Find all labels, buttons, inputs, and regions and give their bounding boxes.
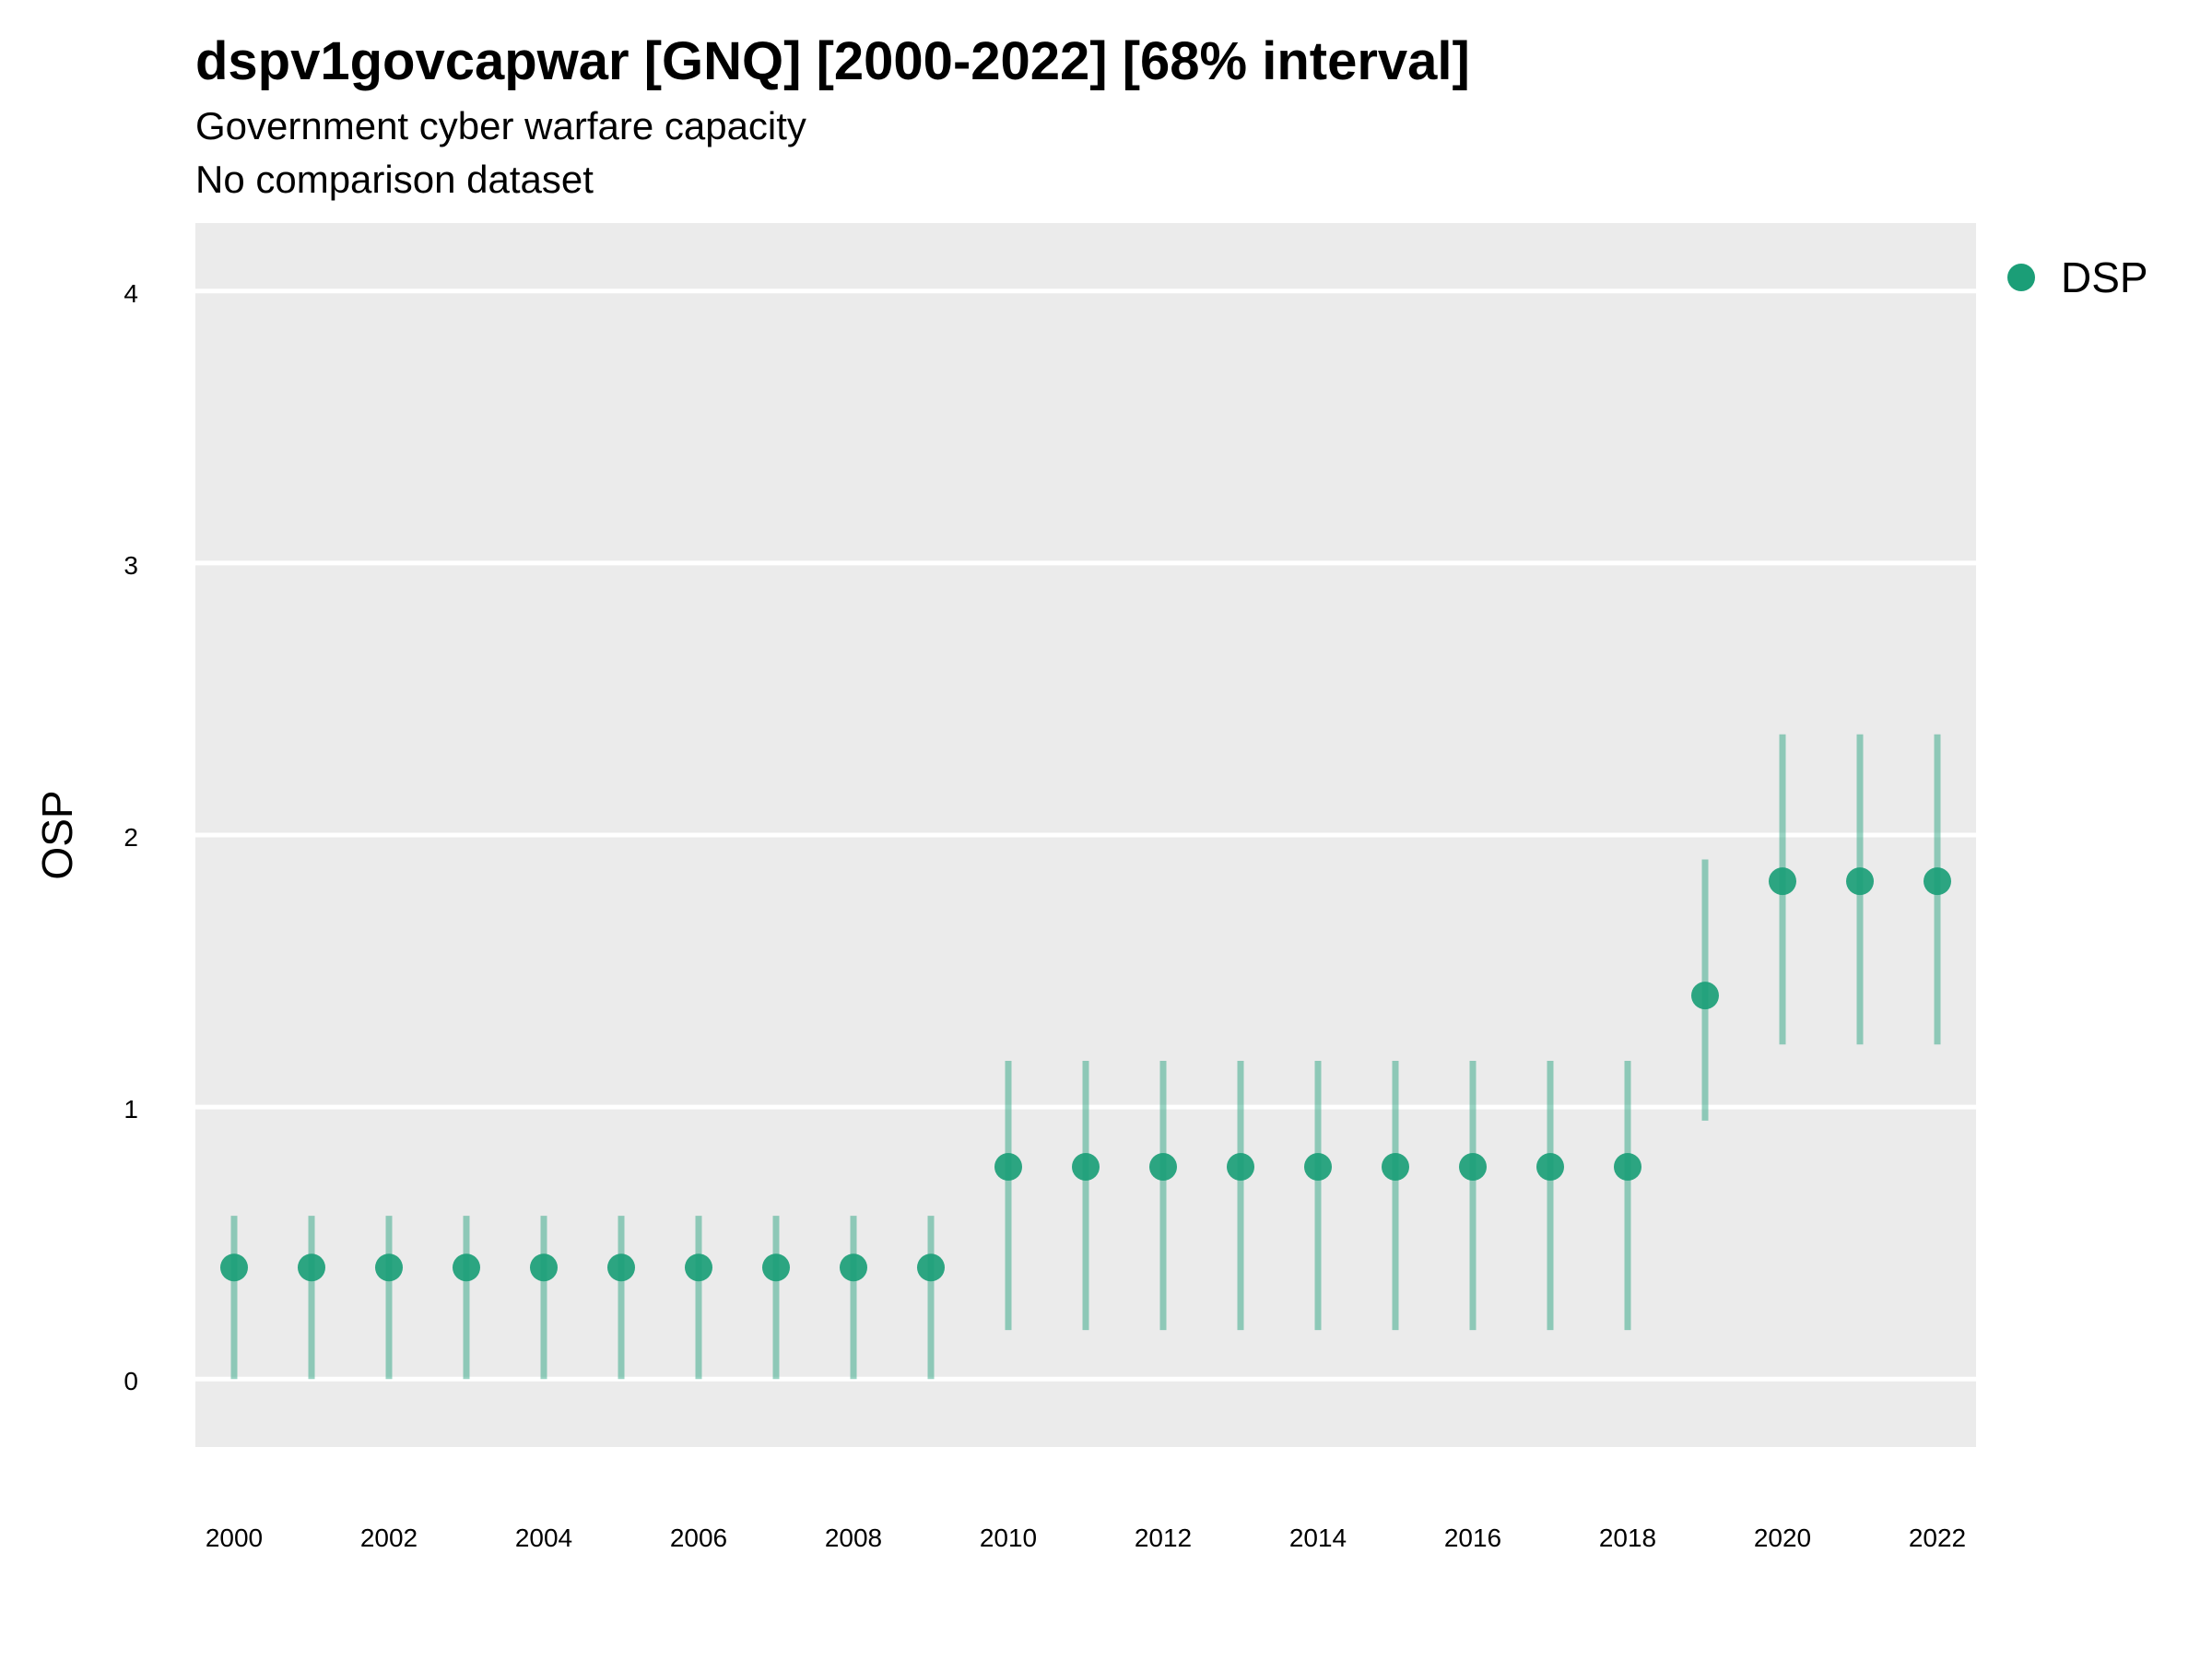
x-tick-label: 2008 [825, 1524, 882, 1552]
x-tick-label: 2000 [206, 1524, 263, 1552]
y-axis-label: OSP [33, 790, 81, 879]
x-tick-label: 2002 [360, 1524, 418, 1552]
data-points [220, 867, 1951, 1282]
data-point [994, 1153, 1022, 1182]
data-point [1846, 867, 1874, 896]
data-point [1691, 982, 1719, 1010]
x-tick-label: 2014 [1289, 1524, 1347, 1552]
grid-lines [195, 288, 1976, 1382]
data-point [1769, 867, 1796, 896]
x-tick-label: 2018 [1599, 1524, 1656, 1552]
data-point [1924, 867, 1951, 896]
data-point [1614, 1153, 1641, 1182]
x-axis-ticks: 2000 2002 2004 2006 2008 2010 2012 2014 2016 2018… [206, 1524, 1966, 1552]
chart-subtitle-secondary: No comparison dataset [195, 158, 594, 201]
data-point [1149, 1153, 1177, 1182]
data-point [375, 1253, 403, 1282]
x-tick-label: 2010 [980, 1524, 1037, 1552]
legend-dot-icon [2007, 264, 2035, 291]
data-point [762, 1253, 790, 1282]
data-point [530, 1253, 558, 1282]
y-axis-ticks: 0 1 2 3 4 [124, 279, 138, 1395]
legend: DSP [2007, 256, 2148, 299]
x-tick-label: 2020 [1754, 1524, 1811, 1552]
legend-label: DSP [2061, 253, 2148, 301]
x-tick-label: 2004 [515, 1524, 572, 1552]
y-tick-label: 3 [124, 551, 138, 580]
x-tick-label: 2012 [1135, 1524, 1192, 1552]
interval-bars [230, 734, 1941, 1380]
data-point [840, 1253, 867, 1282]
data-point [298, 1253, 325, 1282]
chart-title: dspv1govcapwar [GNQ] [2000-2022] [68% in… [195, 31, 1470, 91]
x-tick-label: 2022 [1909, 1524, 1966, 1552]
data-point [1304, 1153, 1332, 1182]
x-tick-label: 2016 [1444, 1524, 1501, 1552]
y-tick-label: 2 [124, 823, 138, 852]
y-tick-label: 4 [124, 279, 138, 308]
data-point [453, 1253, 480, 1282]
data-point [1382, 1153, 1409, 1182]
data-point [685, 1253, 712, 1282]
data-point [1072, 1153, 1100, 1182]
data-point [220, 1253, 248, 1282]
y-tick-label: 1 [124, 1095, 138, 1124]
data-point [1459, 1153, 1487, 1182]
chart-subtitle: Government cyber warfare capacity [195, 104, 806, 147]
data-point [1227, 1153, 1254, 1182]
x-tick-label: 2006 [670, 1524, 727, 1552]
y-tick-label: 0 [124, 1367, 138, 1395]
data-point [917, 1253, 945, 1282]
data-point [607, 1253, 635, 1282]
data-point [1536, 1153, 1564, 1182]
